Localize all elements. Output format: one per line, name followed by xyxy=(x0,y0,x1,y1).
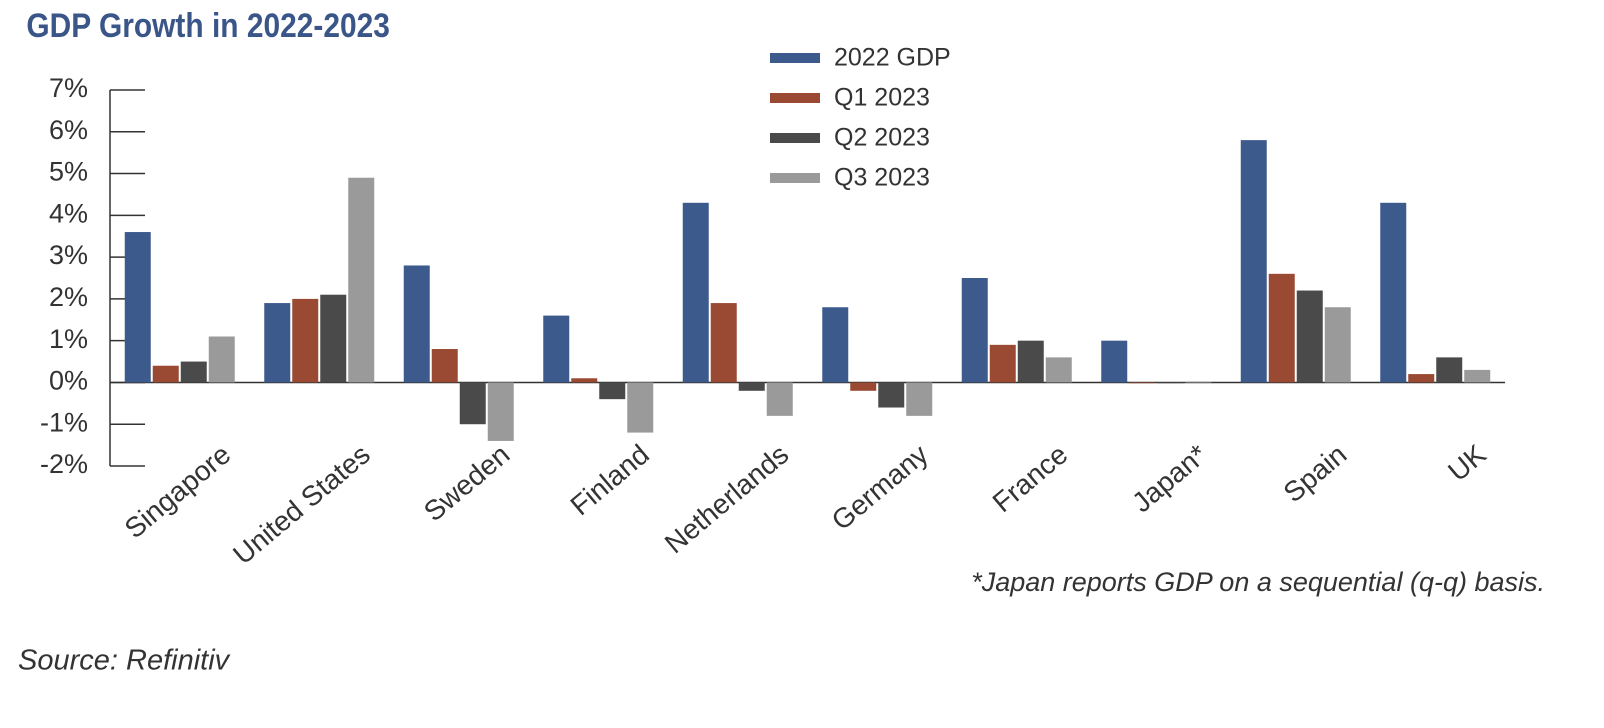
y-tick-label: 2% xyxy=(49,282,88,312)
y-tick-label: -1% xyxy=(40,407,88,437)
bar xyxy=(1240,140,1267,383)
bar xyxy=(710,303,737,383)
bar xyxy=(822,307,849,383)
footnote: *Japan reports GDP on a sequential (q-q)… xyxy=(971,567,1545,597)
y-tick-label: 1% xyxy=(49,324,88,354)
bar xyxy=(850,382,877,391)
bar xyxy=(1045,357,1072,383)
bar xyxy=(1268,273,1295,383)
bar xyxy=(348,177,375,383)
y-tick-label: 0% xyxy=(49,366,88,396)
bar xyxy=(1408,374,1435,383)
bar xyxy=(208,336,235,383)
bar xyxy=(1129,382,1156,384)
bar xyxy=(487,382,514,441)
bar xyxy=(989,344,1016,383)
bar xyxy=(180,361,207,383)
bar xyxy=(682,202,709,383)
legend-swatch xyxy=(770,133,820,143)
legend-label: Q1 2023 xyxy=(834,84,930,112)
bar xyxy=(543,315,570,383)
x-tick-label: Sweden xyxy=(418,439,515,528)
bar xyxy=(1101,340,1128,383)
legend-swatch xyxy=(770,173,820,183)
bar xyxy=(627,382,654,433)
source: Source: Refinitiv xyxy=(18,645,231,677)
x-tick-label: UK xyxy=(1442,438,1492,487)
x-tick-label: Spain xyxy=(1278,439,1353,509)
bar xyxy=(1380,202,1407,383)
bar xyxy=(124,232,151,383)
bar xyxy=(599,382,626,400)
chart-title: GDP Growth in 2022-2023 xyxy=(26,6,390,44)
bar xyxy=(1464,369,1491,383)
y-tick-label: -2% xyxy=(40,449,88,479)
x-tick-label: France xyxy=(987,439,1074,519)
legend-label: Q3 2023 xyxy=(834,164,930,192)
bar xyxy=(1296,290,1323,383)
legend-label: 2022 GDP xyxy=(834,44,951,72)
legend-label: Q2 2023 xyxy=(834,124,930,152)
y-tick-label: 7% xyxy=(49,73,88,103)
x-tick-label: Germany xyxy=(826,439,934,537)
bar xyxy=(152,365,179,383)
bar xyxy=(264,303,291,383)
bar xyxy=(738,382,765,391)
bar xyxy=(403,265,430,383)
bar xyxy=(766,382,793,416)
y-tick-label: 3% xyxy=(49,240,88,270)
bar xyxy=(292,298,319,383)
bar xyxy=(1157,382,1184,384)
x-tick-label: United States xyxy=(227,439,376,571)
bar xyxy=(878,382,905,408)
bar xyxy=(1017,340,1044,383)
legend-swatch xyxy=(770,53,820,63)
bar xyxy=(431,349,458,383)
y-tick-label: 6% xyxy=(49,115,88,145)
x-tick-label: Japan* xyxy=(1126,438,1213,518)
legend-swatch xyxy=(770,93,820,103)
bar xyxy=(571,378,598,383)
bar xyxy=(906,382,933,416)
bar xyxy=(961,278,988,383)
bar xyxy=(320,294,347,383)
bar xyxy=(1185,382,1212,384)
x-tick-label: Singapore xyxy=(119,439,237,545)
y-tick-label: 5% xyxy=(49,157,88,187)
x-tick-label: Netherlands xyxy=(659,439,795,560)
bar xyxy=(459,382,486,425)
bar xyxy=(1436,357,1463,383)
bar xyxy=(1324,307,1351,383)
y-tick-label: 4% xyxy=(49,198,88,228)
x-tick-label: Finland xyxy=(565,439,655,522)
